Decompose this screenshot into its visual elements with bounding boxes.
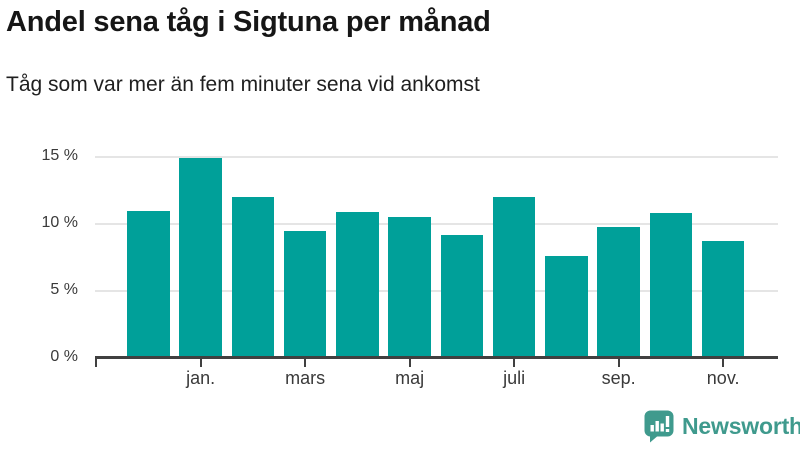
x-tick-label-sep: sep. — [601, 368, 636, 388]
newsworthy-chart-bubble-icon — [644, 410, 674, 443]
gridline-5 — [95, 290, 778, 292]
bar-1 — [127, 210, 170, 358]
bar-10 — [597, 226, 640, 358]
plot-area — [95, 140, 778, 358]
bar-9 — [545, 256, 588, 358]
y-tick-label-10: 10 % — [41, 214, 78, 231]
bar-3 — [231, 197, 275, 358]
bar-11 — [649, 213, 693, 358]
x-tick-label-maj: maj — [395, 368, 425, 388]
x-tick-nov — [722, 359, 725, 367]
y-tick-label-0: 0 % — [50, 348, 78, 365]
chart-title: Andel sena tåg i Sigtuna per månad — [6, 6, 491, 38]
x-tick-mars — [304, 359, 307, 367]
bar-8 — [492, 197, 536, 358]
x-tick-maj — [408, 359, 411, 367]
bar-2 — [179, 158, 222, 358]
x-tick-label-nov: nov. — [706, 368, 740, 388]
gridline-10 — [95, 223, 778, 225]
x-tick-juli — [513, 359, 516, 367]
bar-5 — [336, 211, 379, 358]
x-tick-label-juli: juli — [503, 368, 526, 388]
newsworthy-logo[interactable]: Newsworthy — [644, 410, 800, 443]
bar-4 — [283, 230, 327, 358]
y-tick-label-15: 15 % — [41, 147, 78, 164]
bar-6 — [388, 217, 431, 358]
y-tick-label-5: 5 % — [50, 281, 78, 298]
x-tick-sep — [617, 359, 620, 367]
x-tick-label-mars: mars — [285, 368, 326, 388]
x-axis-line — [95, 356, 778, 359]
x-tick-jan — [199, 359, 202, 367]
gridline-15 — [95, 156, 778, 158]
x-axis-start-tick — [95, 359, 97, 367]
bar-7 — [440, 234, 484, 358]
x-tick-label-jan: jan. — [186, 368, 216, 388]
chart-subtitle: Tåg som var mer än fem minuter sena vid … — [6, 73, 480, 96]
newsworthy-logo-text: Newsworthy — [682, 413, 800, 439]
bar-12 — [701, 241, 745, 358]
